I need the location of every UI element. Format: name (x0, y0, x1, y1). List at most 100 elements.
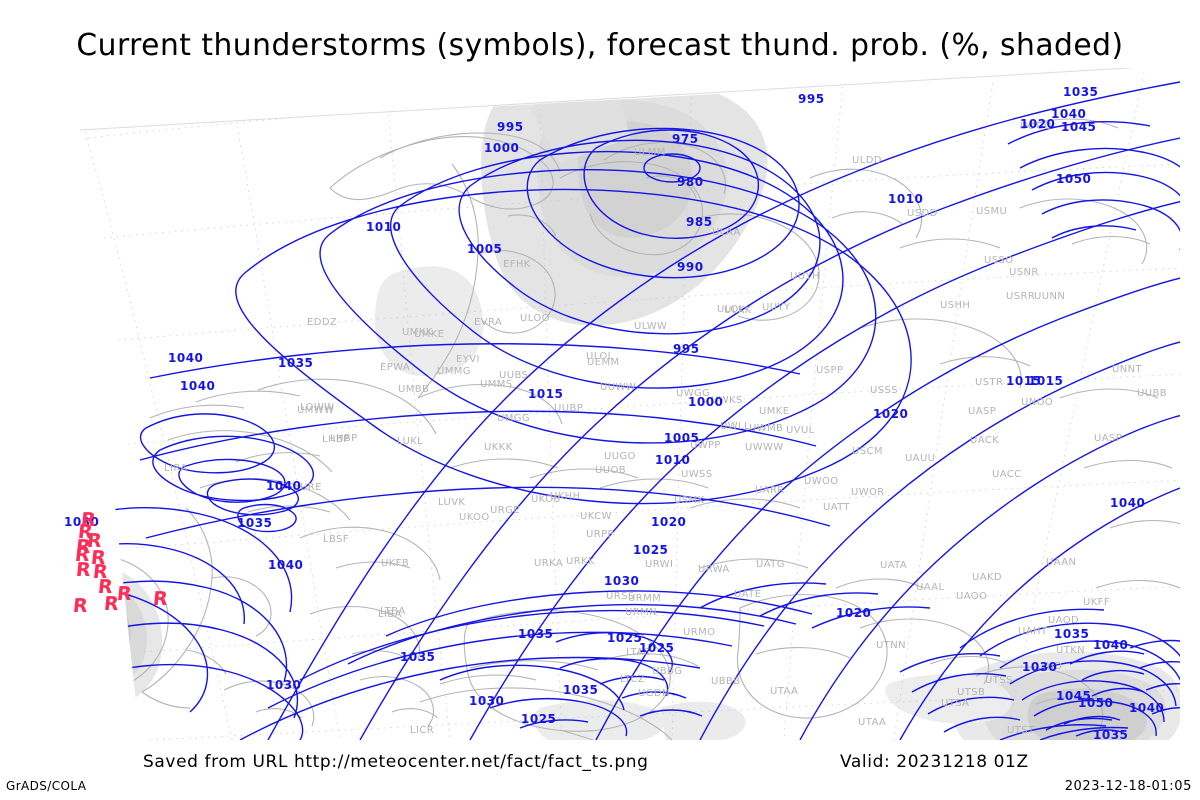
station-label: URSS (606, 591, 635, 602)
station-label: UUYH (790, 271, 820, 282)
station-label: LICR (410, 725, 435, 736)
valid-time-text: Valid: 20231218 01Z (840, 752, 1029, 772)
generated-timestamp: 2023-12-18-01:05 (1064, 779, 1192, 794)
isobar-label: 1045 (1056, 689, 1092, 703)
map-frame (79, 68, 1137, 131)
station-label: UWPP (690, 440, 721, 451)
thunderstorm-symbol: R (151, 588, 169, 610)
station-label: UAID (1036, 661, 1063, 672)
isobar-label: 995 (673, 342, 700, 356)
station-label: UTSS (985, 675, 1013, 686)
station-label: LOWW (300, 402, 335, 413)
station-label: USPP (816, 365, 844, 376)
map-canvas (75, 68, 1180, 740)
station-label: UBBG (652, 666, 683, 677)
station-label: UMKK (402, 327, 433, 338)
station-label: EFHK (503, 259, 531, 270)
station-label: UTAA (770, 686, 799, 697)
station-label: UAKD (972, 572, 1003, 583)
station-label: URWA (698, 564, 730, 575)
station-label: URMN (625, 607, 657, 618)
station-label: URKK (566, 556, 595, 567)
station-label: LHBP (322, 434, 350, 445)
isobar-label: 1025 (521, 712, 557, 726)
station-label: UACK (970, 435, 1000, 446)
isobar-label: 1030 (469, 694, 505, 708)
station-label: ULKK (724, 305, 752, 316)
isobar-layer (75, 81, 1180, 740)
isobar-label: 1035 (518, 627, 554, 641)
station-label: UUOB (595, 465, 626, 476)
station-label: UATT (823, 502, 851, 513)
station-label: UTNN (876, 640, 906, 651)
isobar-label: 1015 (528, 387, 564, 401)
station-label: UMMS (480, 379, 513, 390)
isobar-label: 1010 (655, 453, 691, 467)
station-label: UATA (880, 560, 908, 571)
isobar-label: 1025 (633, 543, 669, 557)
station-label: LTBA (380, 606, 406, 617)
station-label: LUVK (438, 497, 466, 508)
station-label: LUKL (397, 436, 424, 447)
isobar-label: 1020 (836, 606, 872, 620)
station-label: UTSB (957, 687, 986, 698)
station-label: UWGG (676, 388, 711, 399)
station-label: UWMB (749, 423, 784, 434)
isobar-label: 1000 (484, 141, 520, 155)
isobar-label: 975 (672, 132, 699, 146)
station-label: EVRA (474, 317, 503, 328)
station-label: USMU (976, 206, 1008, 217)
isobar-label: 1040 (1129, 701, 1165, 715)
station-label: URE (300, 482, 322, 493)
station-label: URWI (645, 559, 674, 570)
station-label: UWWW (745, 442, 784, 453)
station-label: UTST (1007, 725, 1035, 736)
station-label: UUWW (600, 382, 637, 393)
station-label: UUBB (1137, 388, 1167, 399)
station-label: UUNN (1034, 291, 1066, 302)
isobar-label: 1035 (1063, 85, 1099, 99)
station-label: UAAL (916, 582, 945, 593)
station-label: UMGG (497, 413, 531, 424)
station-label: UWSS (681, 469, 713, 480)
isobar-label: 1040 (1110, 496, 1146, 510)
station-label: LIBA (378, 609, 402, 620)
thunderstorm-symbol: R (71, 595, 89, 617)
station-label: URPP (586, 529, 614, 540)
footer: Saved from URL http://meteocenter.net/fa… (0, 752, 1200, 776)
isobar-label: 1010 (888, 192, 924, 206)
station-label: UNOO (1021, 397, 1054, 408)
isobar-label: 1025 (607, 631, 643, 645)
station-label: UWKS (711, 395, 743, 406)
station-label: UVUL (786, 425, 815, 436)
station-label: UASP (968, 406, 997, 417)
station-label: UUBS (499, 370, 529, 381)
station-label: UKCW (580, 511, 612, 522)
isobar-label: 1050 (1056, 172, 1092, 186)
isobar-label: 1005 (467, 242, 503, 256)
source-url-text: Saved from URL http://meteocenter.net/fa… (143, 752, 649, 772)
isobar-label: 1020 (1020, 117, 1056, 131)
station-label: UOOO (1020, 121, 1053, 132)
page-title: Current thunderstorms (symbols), forecas… (76, 28, 1124, 63)
station-label: UMKE (414, 329, 445, 340)
station-label: USSO (984, 255, 1014, 266)
isobar-label: 995 (497, 120, 524, 134)
station-label: UBBB (711, 676, 741, 687)
isobar-label: 1050 (1078, 696, 1114, 710)
weather-map[interactable]: ULMM ULAA ULOL UUYY UUYH ULWW ULOO EVRA EDDZ UMKK… (0, 68, 1200, 740)
station-label: USTR (975, 377, 1004, 388)
station-label: URGE (490, 505, 520, 516)
station-label: UMMG (437, 366, 471, 377)
isobar-label: 1030 (266, 678, 302, 692)
isobar-label: 1040 (168, 351, 204, 365)
station-label: ULMM (634, 147, 666, 158)
station-label: UEMM (587, 357, 620, 368)
station-label: UAOD (1048, 615, 1080, 626)
station-label: ULOL (717, 304, 745, 315)
isobar-label: 1035 (1093, 728, 1129, 740)
station-label: UAHT (1018, 626, 1048, 637)
station-label: USRR (1006, 291, 1036, 302)
isobar-label: 1035 (278, 356, 314, 370)
isobar-label: 1030 (1022, 660, 1058, 674)
